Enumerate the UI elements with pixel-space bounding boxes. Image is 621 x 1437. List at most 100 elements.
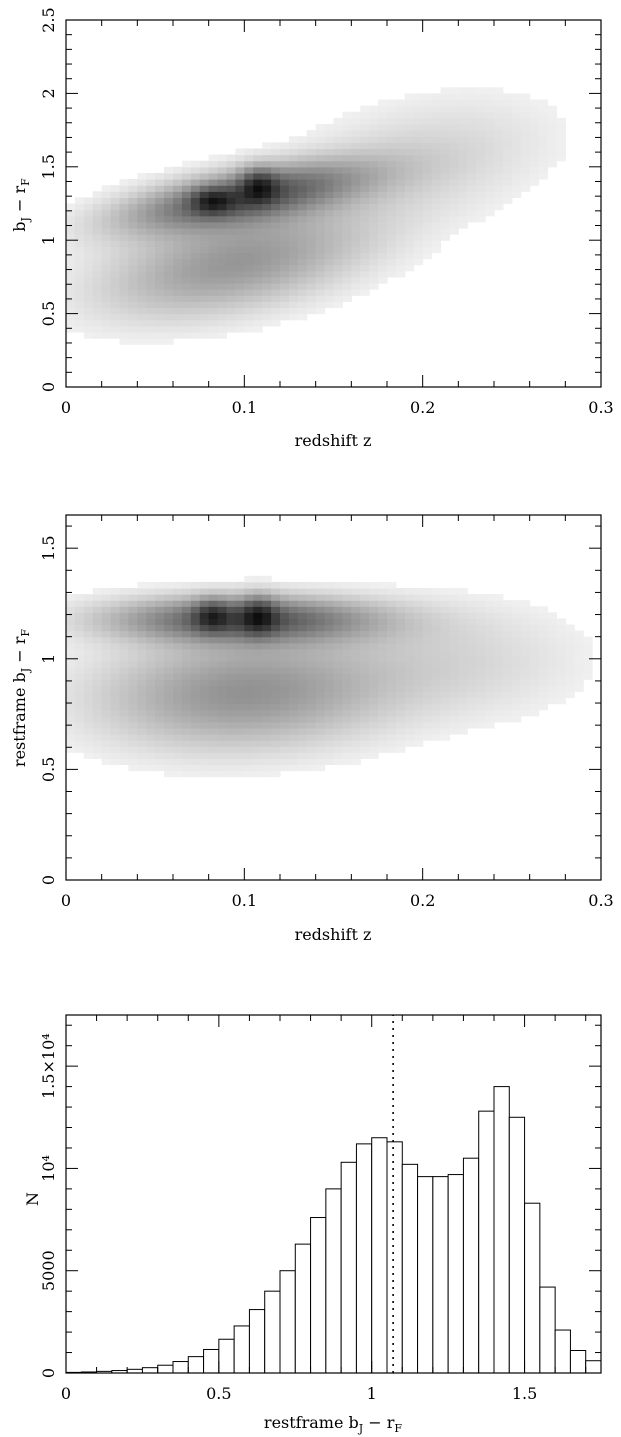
heatmap-cell (181, 685, 192, 693)
heatmap-cell (565, 685, 575, 693)
heatmap-cell (565, 673, 575, 680)
heatmap-cell (110, 203, 121, 211)
heatmap-cell (476, 600, 486, 607)
heatmap-cell (244, 154, 254, 162)
heatmap-cell (208, 764, 219, 772)
heatmap-cell (529, 624, 540, 632)
heatmap-cell (467, 691, 477, 699)
heatmap-cell (146, 636, 156, 644)
heatmap-cell (235, 740, 245, 747)
heatmap-cell (262, 252, 272, 260)
heatmap-cell (297, 203, 308, 211)
heatmap-cell (297, 179, 308, 186)
minor-ticks (65, 1015, 601, 1374)
heatmap-cell (520, 612, 531, 620)
heatmap-cell (128, 703, 138, 711)
heatmap-cell (74, 203, 85, 211)
heatmap-cell (208, 600, 219, 607)
heatmap-cell (137, 203, 147, 211)
heatmap-cell (315, 130, 326, 137)
heatmap-cell (199, 307, 210, 315)
heatmap-cell (395, 191, 406, 198)
heatmap-cell (449, 221, 459, 229)
heatmap-cell (547, 148, 558, 156)
heatmap-cell (119, 727, 130, 735)
heatmap-cell (485, 630, 495, 638)
heatmap-cell (128, 642, 138, 650)
heatmap-cell (467, 136, 477, 143)
heatmap-cell (101, 606, 112, 613)
heatmap-cell (74, 703, 85, 711)
heatmap-cell (137, 289, 147, 296)
heatmap-cell (262, 283, 272, 290)
heatmap-cell (333, 752, 344, 759)
heatmap-cell (476, 642, 486, 650)
heatmap-cell (324, 721, 335, 729)
heatmap-cell (431, 588, 442, 595)
heatmap-cell (253, 227, 263, 235)
heatmap-cell (458, 99, 468, 107)
heatmap-cell (280, 758, 290, 766)
heatmap-cell (181, 600, 192, 607)
heatmap-cell (467, 105, 477, 113)
heatmap-cell (119, 283, 130, 290)
heatmap-cell (253, 636, 263, 644)
heatmap-cell (387, 667, 397, 674)
heatmap-cell (413, 618, 424, 626)
heatmap-cell (413, 117, 424, 125)
heatmap-cell (190, 746, 201, 753)
heatmap-cell (110, 252, 121, 260)
heatmap-cell (556, 117, 566, 125)
heatmap-cell (253, 734, 263, 741)
heatmap-cell (92, 227, 103, 235)
heatmap-cell (547, 111, 558, 119)
heatmap-cell (173, 612, 183, 620)
heatmap-cell (164, 606, 174, 613)
heatmap-cell (431, 185, 442, 192)
heatmap-cell (66, 600, 76, 607)
heatmap-cell (315, 197, 326, 205)
heatmap-cell (476, 654, 486, 662)
heatmap-cell (155, 703, 165, 711)
heatmap-cell (413, 191, 424, 198)
heatmap-cell (538, 679, 549, 686)
heatmap-cell (146, 642, 156, 650)
heatmap-cell (128, 630, 138, 638)
heatmap-cell (378, 246, 388, 254)
heatmap-cell (511, 136, 522, 143)
heatmap-cell (342, 283, 352, 290)
heatmap-cell (315, 227, 326, 235)
heatmap-cell (128, 221, 138, 229)
heatmap-cell (351, 600, 361, 607)
heatmap-cell (173, 740, 183, 747)
heatmap-cell (217, 685, 228, 693)
heatmap-cell (181, 197, 192, 205)
heatmap-cell (137, 600, 147, 607)
heatmap-cell (244, 770, 254, 778)
heatmap-cell (306, 264, 317, 272)
heatmap-cell (181, 270, 192, 278)
heatmap-cell (288, 283, 299, 290)
heatmap-cell (387, 209, 397, 217)
heatmap-cell (173, 636, 183, 644)
heatmap-cell (66, 234, 76, 241)
heatmap-cell (173, 240, 183, 247)
heatmap-cell (467, 624, 477, 632)
heatmap-cell (235, 295, 245, 302)
heatmap-cell (226, 221, 237, 229)
heatmap-cell (262, 697, 272, 705)
heatmap-cell (74, 661, 85, 668)
heatmap-cell (369, 117, 379, 125)
heatmap-cell (485, 673, 495, 680)
heatmap-cell (280, 727, 290, 735)
heatmap-cell (288, 679, 299, 686)
heatmap-cell (476, 130, 486, 137)
heatmap-cell (155, 221, 165, 229)
heatmap-cell (404, 594, 415, 601)
heatmap-cell (413, 727, 424, 735)
heatmap-cell (324, 258, 335, 266)
heatmap-cell (101, 246, 112, 254)
heatmap-cell (137, 606, 147, 613)
heatmap-cell (137, 258, 147, 266)
heatmap-cell (92, 606, 103, 613)
